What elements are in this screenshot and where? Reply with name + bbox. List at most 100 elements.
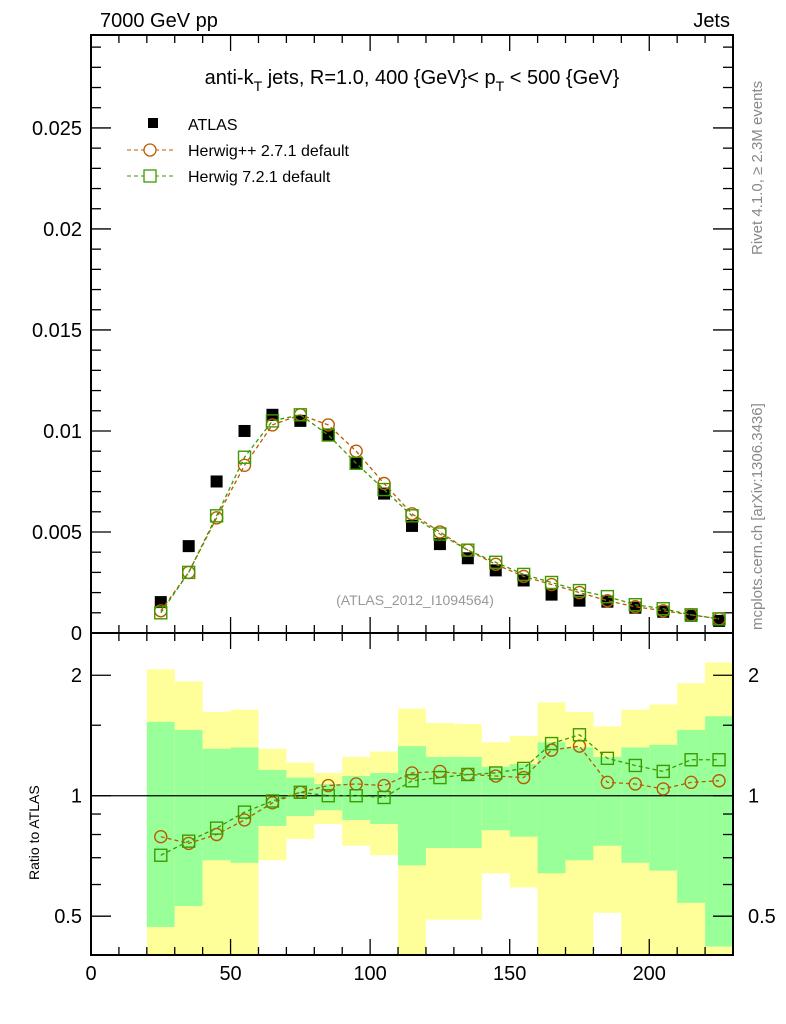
x-tick-label: 50 (219, 963, 241, 985)
band-1sigma-bin (621, 747, 650, 863)
legend-herwigpp-marker (143, 143, 157, 157)
ratio-herwigpp-point (516, 770, 531, 785)
ratio-herwig7-point (572, 728, 587, 742)
legend-herwigpp-label: Herwig++ 2.7.1 default (188, 143, 350, 160)
atlas-point (545, 588, 558, 601)
ratio-herwig7-point (154, 848, 168, 862)
atlas-point (210, 475, 223, 488)
herwig7-point (154, 606, 168, 620)
herwig7-point (656, 602, 670, 616)
legend-herwig7-marker (143, 169, 157, 183)
atlas-point (182, 540, 195, 553)
x-tick-label: 150 (493, 963, 526, 985)
herwig7-point (572, 583, 587, 598)
ratio-herwigpp-point (600, 775, 615, 790)
ratio-uncertainty-bands (91, 662, 733, 955)
band-1sigma-bin (565, 747, 594, 861)
atlas-point (685, 609, 698, 622)
x-tick-label: 100 (353, 963, 386, 985)
mcplots-label: mcplots.cern.ch [arXiv:1306.3436] (749, 403, 766, 630)
y-tick-label: 0.01 (43, 421, 82, 443)
legend-atlas-label: ATLAS (188, 117, 238, 134)
band-1sigma-bin (453, 756, 482, 849)
herwigpp-point (237, 458, 252, 473)
ratio-herwig7-point (405, 774, 419, 788)
y-tick-label: 0.025 (32, 118, 82, 140)
ratio-herwig7-point (265, 794, 280, 808)
herwig7-point (628, 598, 643, 612)
y-tick-label: 0.02 (43, 219, 82, 241)
band-1sigma-bin (677, 729, 706, 903)
ratio-herwigpp-point (684, 775, 698, 790)
atlas-point (406, 519, 418, 532)
ratio-herwig7-point (293, 785, 308, 799)
legend-atlas-marker (148, 118, 158, 128)
ratio-herwig7-point (377, 790, 391, 805)
y-tick-label: 0 (71, 623, 82, 645)
ratio-herwig7-line (160, 734, 720, 856)
ratio-herwig7-point (321, 789, 335, 803)
herwigpp-point (321, 418, 335, 432)
atlas-point (433, 538, 446, 551)
herwig7-point (293, 408, 308, 422)
ratio-y-tick-label: 1 (71, 786, 82, 808)
band-1sigma-bin (593, 756, 622, 846)
ratio-herwig7-point (181, 834, 196, 848)
herwig7-point (265, 414, 280, 428)
band-1sigma-bin (425, 756, 454, 849)
herwig7-point (405, 509, 419, 523)
atlas-point (238, 424, 251, 437)
ratio-herwigpp-point (712, 774, 726, 788)
band-1sigma-bin (537, 742, 566, 874)
ratio-herwigpp-point (237, 813, 252, 827)
ratio-herwig7-point (433, 770, 447, 785)
herwig7-line (160, 414, 720, 620)
ratio-y-tick-label-right: 1 (748, 786, 759, 808)
herwig7-point (433, 527, 447, 541)
band-1sigma-bin (342, 776, 371, 820)
ratio-y-tick-label-right: 2 (748, 665, 759, 687)
ratio-herwig7-point (656, 764, 670, 779)
herwig7-point (600, 589, 615, 604)
herwig7-point (516, 567, 531, 582)
rivet-label: Rivet 4.1.0, ≥ 2.3M events (749, 81, 766, 255)
band-1sigma-bin (649, 744, 678, 871)
ratio-herwig7-point (544, 736, 559, 751)
ratio-herwig7-point (712, 753, 726, 767)
ratio-herwig7-point (237, 805, 252, 819)
ratio-herwig7-point (489, 766, 503, 780)
herwig7-point (181, 565, 196, 580)
x-tick-label: 200 (633, 963, 666, 985)
herwig7-point (321, 428, 335, 442)
ratio-y-tick-label-right: 0.5 (748, 906, 776, 928)
band-1sigma-bin (398, 746, 426, 866)
herwig7-point (489, 555, 503, 569)
ratio-herwig7-point (516, 761, 531, 776)
legend: ATLAS Herwig++ 2.7.1 default Herwig 7.2.… (127, 117, 350, 186)
herwigpp-line (160, 414, 720, 620)
herwig7-point (684, 608, 698, 622)
header-left: 7000 GeV pp (100, 10, 218, 32)
y-tick-label: 0.005 (32, 522, 82, 544)
ratio-herwig7-point (600, 751, 615, 766)
herwig7-point (377, 482, 391, 497)
ratio-herwigpp-point (628, 777, 643, 791)
ratio-ylabel: Ratio to ATLAS (26, 785, 42, 880)
herwig7-point (237, 450, 252, 464)
data-marks (154, 408, 726, 862)
y-tick-label: 0.015 (32, 320, 82, 342)
herwig7-point (349, 456, 363, 470)
ratio-y-tick-label: 0.5 (54, 906, 82, 928)
band-1sigma-bin (286, 777, 315, 816)
ratio-herwigpp-point (154, 829, 168, 844)
legend-herwig7-label: Herwig 7.2.1 default (188, 169, 331, 186)
atlas-point (378, 487, 391, 500)
x-tick-label: 0 (85, 963, 96, 985)
header-right: Jets (693, 10, 730, 32)
plot-title: anti-kT jets, R=1.0, 400 {GeV}< pT < 500… (205, 67, 620, 94)
band-1sigma-bin (481, 766, 510, 831)
band-1sigma-bin (705, 716, 733, 947)
herwig7-point (461, 543, 475, 557)
ratio-herwigpp-point (656, 782, 670, 796)
